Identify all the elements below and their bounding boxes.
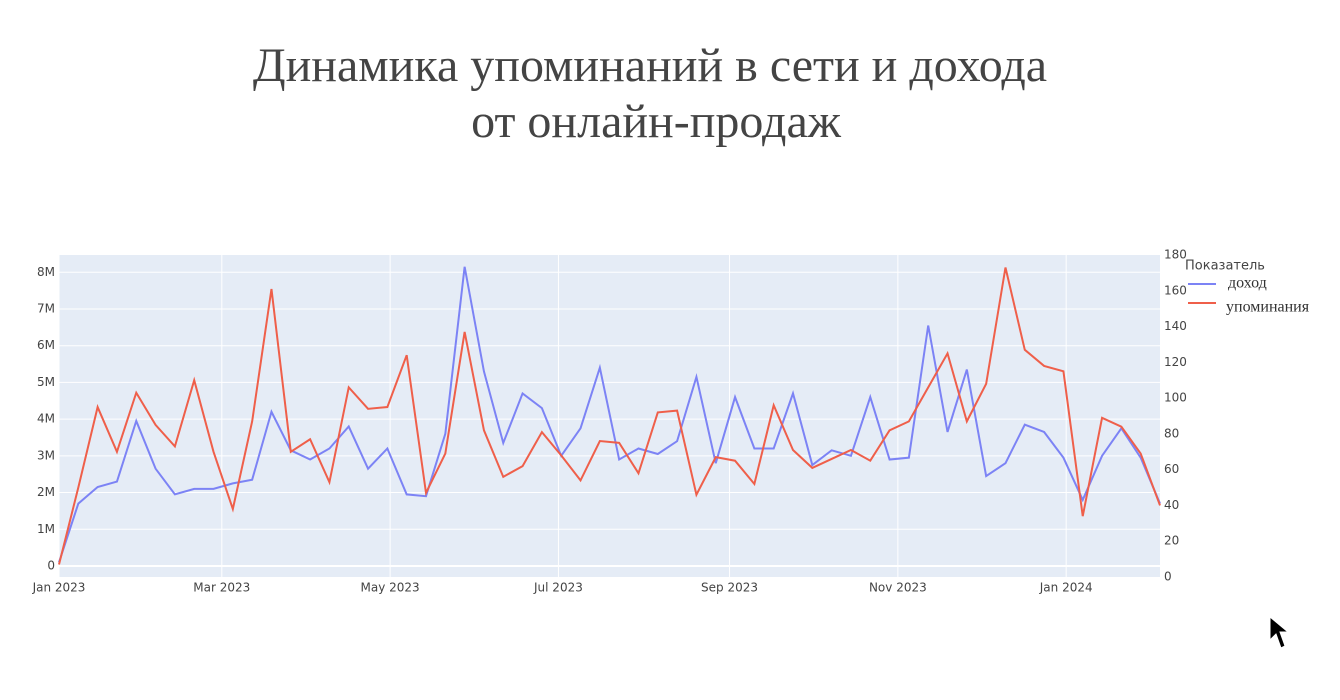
y2-tick-label: 160 xyxy=(1164,283,1187,297)
legend-title: Показатель xyxy=(1185,259,1265,274)
legend-item: упоминания xyxy=(1226,299,1310,316)
y-tick-label: 6M xyxy=(37,338,55,352)
x-tick-label: Mar 2023 xyxy=(193,581,250,595)
y-tick-label: 8M xyxy=(37,265,55,279)
y2-tick-label: 0 xyxy=(1164,570,1172,584)
x-tick-label: Jan 2024 xyxy=(1039,581,1093,595)
y-tick-label: 0 xyxy=(47,558,55,572)
x-tick-label: Jan 2023 xyxy=(32,581,86,595)
y2-tick-label: 80 xyxy=(1164,426,1179,440)
legend-item: доход xyxy=(1228,275,1267,292)
x-tick-label: Sep 2023 xyxy=(701,581,758,595)
y2-tick-label: 100 xyxy=(1164,391,1187,405)
chart-title: Динамика упоминаний в сети и дохода xyxy=(253,39,1047,92)
cursor xyxy=(1269,615,1290,649)
y2-tick-label: 40 xyxy=(1164,498,1179,512)
y-tick-label: 3M xyxy=(37,448,55,462)
y2-tick-label: 180 xyxy=(1164,248,1187,262)
y2-tick-label: 140 xyxy=(1164,319,1187,333)
x-tick-label: May 2023 xyxy=(361,581,420,595)
y-tick-label: 1M xyxy=(37,522,55,536)
x-tick-label: Nov 2023 xyxy=(869,581,927,595)
y-tick-label: 7M xyxy=(37,301,55,315)
y-tick-label: 4M xyxy=(37,412,55,426)
y2-tick-label: 60 xyxy=(1164,462,1179,476)
y2-tick-label: 120 xyxy=(1164,355,1187,369)
y-tick-label: 5M xyxy=(37,375,55,389)
line-series xyxy=(58,267,1161,565)
chart-title: от онлайн-продаж xyxy=(471,95,842,148)
y-tick-label: 2M xyxy=(37,485,55,499)
y2-tick-label: 20 xyxy=(1164,534,1179,548)
x-tick-label: Jul 2023 xyxy=(533,581,583,595)
line-series xyxy=(58,266,1161,563)
